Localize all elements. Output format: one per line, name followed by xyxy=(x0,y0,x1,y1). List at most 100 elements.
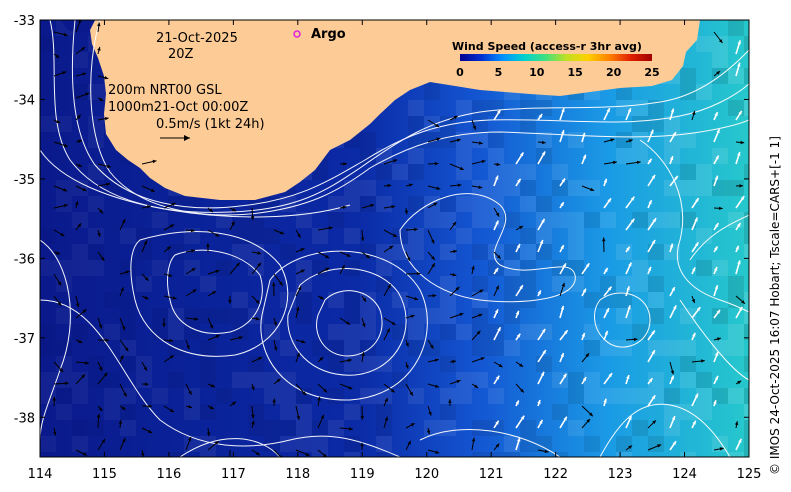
ocean-cell xyxy=(584,340,600,356)
current-arrow xyxy=(383,383,396,393)
current-arrow xyxy=(559,178,566,187)
current-arrow xyxy=(229,207,237,212)
current-arrow xyxy=(229,449,231,457)
ocean-cell xyxy=(392,292,408,308)
ocean-cell xyxy=(360,196,376,212)
ocean-cell xyxy=(552,180,568,196)
current-arrow xyxy=(383,205,396,209)
current-arrow xyxy=(625,262,633,275)
current-arrow xyxy=(515,284,524,297)
ocean-cell xyxy=(280,404,296,420)
ocean-cell xyxy=(104,324,120,340)
current-arrow xyxy=(119,355,124,363)
ocean-cell xyxy=(56,404,72,420)
ocean-cell xyxy=(408,244,424,260)
ocean-cell xyxy=(200,436,216,452)
ocean-cell xyxy=(488,100,504,116)
current-arrow xyxy=(603,107,611,121)
ocean-cell xyxy=(744,420,749,436)
current-arrow xyxy=(75,46,86,55)
current-arrow xyxy=(273,229,285,235)
ocean-cell xyxy=(40,388,56,404)
colorbar-title: Wind Speed (access-r 3hr avg) xyxy=(452,40,642,53)
ocean-cell xyxy=(696,388,712,404)
current-arrow xyxy=(162,318,166,328)
current-arrow xyxy=(493,251,502,260)
current-arrow xyxy=(295,449,310,457)
ocean-cell xyxy=(184,308,200,324)
current-arrow xyxy=(75,201,79,209)
ocean-cell xyxy=(120,420,136,436)
current-arrow xyxy=(713,309,721,319)
current-arrow xyxy=(559,263,567,275)
current-arrow xyxy=(273,339,278,351)
ocean-cell xyxy=(424,116,440,132)
ocean-cell xyxy=(120,324,136,340)
ocean-cell xyxy=(696,372,712,388)
ocean-cell xyxy=(280,340,296,356)
ocean-cell xyxy=(184,196,200,212)
contour-eddy-c3 xyxy=(260,250,428,401)
current-arrow xyxy=(251,449,261,456)
current-arrow xyxy=(207,383,216,388)
current-arrow xyxy=(735,245,740,253)
current-arrow xyxy=(713,399,717,407)
current-arrow xyxy=(581,376,587,385)
ocean-cell xyxy=(40,340,56,356)
current-vectors xyxy=(52,20,746,457)
ocean-cell xyxy=(728,388,744,404)
current-arrow xyxy=(273,378,281,385)
current-arrow xyxy=(471,330,481,341)
current-arrow xyxy=(559,244,565,253)
ocean-cell xyxy=(360,132,376,148)
current-arrow xyxy=(185,317,199,321)
current-arrow xyxy=(163,224,175,231)
ocean-cell xyxy=(408,116,424,132)
ocean-cell xyxy=(424,84,440,100)
ocean-cell xyxy=(72,324,88,340)
current-arrow xyxy=(119,287,124,297)
ocean-cell xyxy=(200,340,216,356)
ocean-cell xyxy=(40,116,56,132)
ocean-cell xyxy=(744,436,749,452)
current-arrow xyxy=(427,137,441,143)
current-arrow xyxy=(405,440,412,451)
ocean-cell xyxy=(280,420,296,436)
current-arrow xyxy=(581,405,594,417)
ocean-cell xyxy=(152,212,168,228)
current-arrow xyxy=(515,310,520,319)
ocean-cell xyxy=(408,340,424,356)
ocean-cell xyxy=(328,212,344,228)
contour-south-3 xyxy=(179,438,281,457)
contour-time-label: 1000m21-Oct 00:00Z xyxy=(108,100,248,115)
ocean-cell xyxy=(40,324,56,340)
ocean-cell xyxy=(728,212,744,228)
current-arrow xyxy=(405,271,421,276)
ocean-cell xyxy=(392,164,408,180)
contour-eddy-c1 xyxy=(316,290,383,357)
ocean-cell xyxy=(440,324,456,340)
ocean-cell xyxy=(488,212,504,228)
ocean-cell xyxy=(504,180,520,196)
current-arrow xyxy=(449,273,457,277)
colorbar-tick-label: 0 xyxy=(456,66,464,79)
ocean-cell xyxy=(664,244,680,260)
current-arrow xyxy=(163,354,175,363)
ocean-cell xyxy=(72,84,88,100)
ocean-cell xyxy=(632,100,648,116)
ocean-cell xyxy=(88,116,104,132)
ocean-cell xyxy=(104,388,120,404)
ocean-cell xyxy=(152,260,168,276)
current-arrow xyxy=(75,339,83,344)
current-arrow xyxy=(713,175,719,187)
current-arrow xyxy=(493,109,502,121)
lon-tick-label: 121 xyxy=(479,467,504,482)
ocean-cell xyxy=(712,52,728,68)
current-arrow xyxy=(669,440,677,451)
current-arrow xyxy=(735,306,743,319)
ocean-cell xyxy=(680,356,696,372)
ocean-cell xyxy=(568,420,584,436)
ocean-cell xyxy=(744,388,749,404)
ocean-cell xyxy=(488,452,504,457)
current-arrow xyxy=(383,416,388,429)
